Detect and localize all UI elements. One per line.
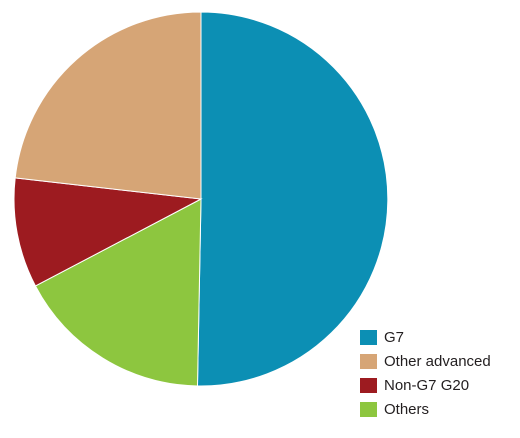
legend-label-others: Others (384, 400, 430, 418)
legend-swatch-other-advanced (360, 353, 377, 369)
legend-swatch-g7 (360, 329, 377, 345)
legend-swatch-others (360, 401, 377, 417)
legend-label-other-advanced: Other advanced (384, 352, 491, 370)
legend-item-other-advanced: Other advanced (360, 352, 491, 370)
legend-item-non-g7-g20: Non-G7 G20 (360, 376, 491, 394)
legend-label-g7: G7 (384, 328, 405, 346)
legend-label-non-g7-g20: Non-G7 G20 (384, 376, 470, 394)
legend-item-g7: G7 (360, 328, 491, 346)
pie-slice-non-g7-g20 (13, 177, 203, 287)
legend: G7 Other advanced Non-G7 G20 Others (360, 328, 491, 418)
legend-swatch-non-g7-g20 (360, 377, 377, 393)
pie-slice-other-advanced (14, 11, 202, 200)
pie-slice-g7 (196, 11, 389, 387)
pie-slice-others (34, 198, 202, 387)
legend-item-others: Others (360, 400, 491, 418)
